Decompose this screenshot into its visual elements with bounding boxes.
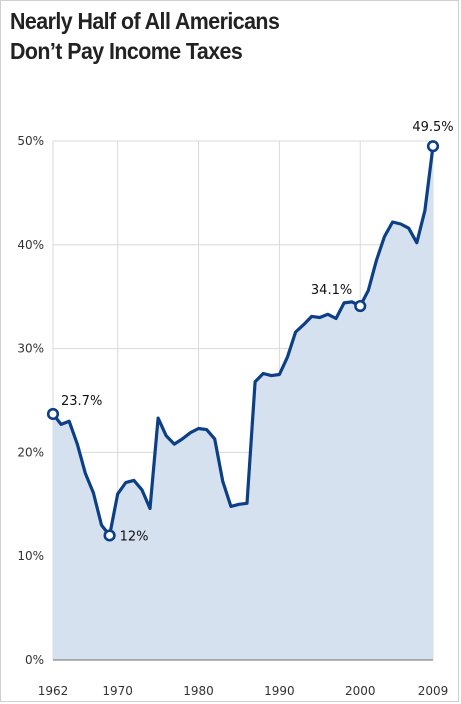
series-line — [51, 144, 435, 537]
point-marker — [354, 299, 367, 313]
y-tick-label: 10% — [17, 549, 44, 563]
y-tick-label: 0% — [25, 653, 44, 667]
chart-title-line-1: Nearly Half of All Americans — [10, 8, 280, 34]
marker-layer: 23.7% 12% 34.1% 49.5% — [46, 120, 454, 544]
point-marker — [103, 529, 116, 542]
data-label: 12% — [120, 529, 149, 544]
series-area — [53, 146, 433, 660]
axis-layer: 0% 10% 20% 30% 40% 50% 1962 1970 1980 1990 2000 200… — [17, 134, 448, 698]
line-layer — [51, 144, 435, 537]
chart-title: Nearly Half of All Americans Don’t Pay I… — [10, 6, 419, 66]
x-tick-label: 1980 — [183, 684, 214, 698]
chart-title-line-2: Don’t Pay Income Taxes — [10, 38, 243, 64]
y-tick-label: 50% — [17, 134, 44, 148]
x-tick-label: 2000 — [345, 684, 376, 698]
data-label: 34.1% — [311, 283, 352, 298]
x-tick-label: 1970 — [102, 684, 133, 698]
y-tick-label: 40% — [17, 238, 44, 252]
y-tick-label: 30% — [17, 342, 44, 356]
x-tick-label: 2009 — [418, 684, 449, 698]
x-tick-label: 1990 — [264, 684, 295, 698]
point-marker — [46, 407, 60, 421]
y-tick-label: 20% — [17, 445, 44, 459]
data-label: 49.5% — [412, 120, 453, 135]
x-tick-label: 1962 — [38, 684, 69, 698]
point-marker — [426, 140, 440, 153]
area-layer — [53, 146, 433, 660]
data-label: 23.7% — [61, 394, 102, 409]
